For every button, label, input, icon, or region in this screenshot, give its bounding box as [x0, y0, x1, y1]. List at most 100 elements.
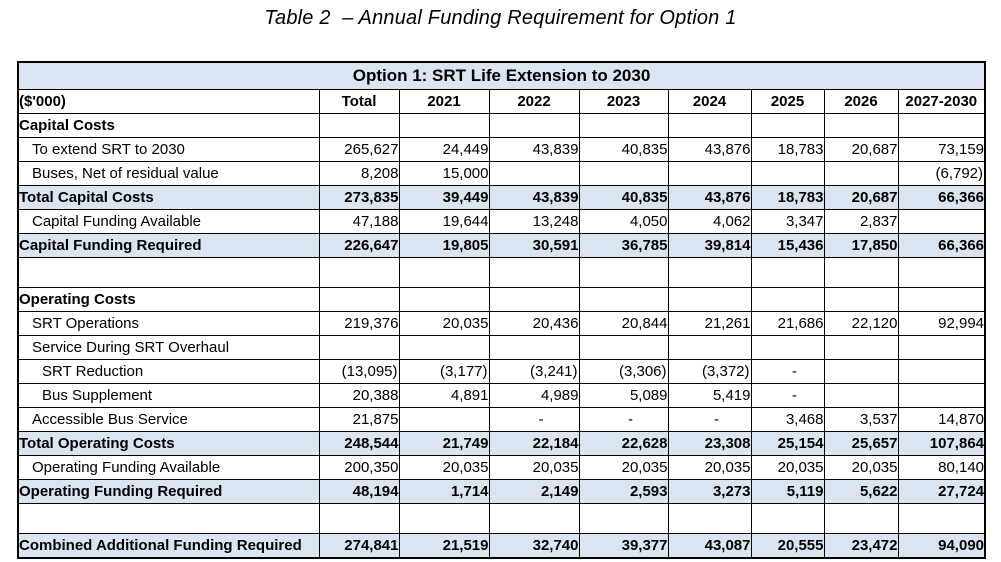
empty-value-cell — [823, 287, 899, 312]
empty-value-cell — [667, 503, 752, 534]
value-cell: 66,366 — [897, 185, 986, 210]
blank-row — [17, 257, 986, 288]
value-cell: 94,090 — [897, 533, 986, 559]
blank-label-cell — [17, 257, 320, 288]
table-row: Total Capital Costs 273,835 39,449 43,839 40… — [17, 185, 986, 210]
row-label: Accessible Bus Service — [17, 407, 320, 432]
value-cell: 24,449 — [398, 137, 490, 162]
value-cell: 40,835 — [578, 185, 669, 210]
value-cell: (3,241) — [488, 359, 580, 384]
value-cell: 23,472 — [823, 533, 899, 559]
value-cell: 20,436 — [488, 311, 580, 336]
table-row: SRT Operations 219,376 20,035 20,436 20,844 2… — [17, 311, 986, 336]
table-row: Operating Costs — [17, 287, 986, 312]
value-cell: 21,261 — [667, 311, 752, 336]
value-cell: 21,749 — [398, 431, 490, 456]
value-cell: 8,208 — [318, 161, 400, 186]
row-label: Capital Funding Available — [17, 209, 320, 234]
row-label: Combined Additional Funding Required — [17, 533, 320, 559]
empty-value-cell — [318, 257, 400, 288]
row-label: Capital Funding Required — [17, 233, 320, 258]
row-label: Capital Costs — [17, 113, 320, 138]
empty-value-cell — [318, 503, 400, 534]
empty-value-cell — [897, 287, 986, 312]
value-cell: 92,994 — [897, 311, 986, 336]
empty-value-cell — [823, 113, 899, 138]
value-cell: 25,154 — [750, 431, 825, 456]
empty-value-cell — [823, 383, 899, 408]
value-cell: 23,308 — [667, 431, 752, 456]
table-row: Capital Funding Available 47,188 19,644 13,… — [17, 209, 986, 234]
table-row: Accessible Bus Service 21,875- - -3,468 3,53… — [17, 407, 986, 432]
value-cell: 30,591 — [488, 233, 580, 258]
value-cell: (13,095) — [318, 359, 400, 384]
empty-value-cell — [750, 503, 825, 534]
value-cell: 226,647 — [318, 233, 400, 258]
value-cell: 20,035 — [667, 455, 752, 480]
row-label: Operating Funding Required — [17, 479, 320, 504]
value-cell: 25,657 — [823, 431, 899, 456]
empty-value-cell — [398, 503, 490, 534]
value-cell: 22,184 — [488, 431, 580, 456]
empty-value-cell — [750, 113, 825, 138]
empty-value-cell — [750, 287, 825, 312]
empty-value-cell — [488, 335, 580, 360]
row-label: Operating Costs — [17, 287, 320, 312]
empty-value-cell — [823, 503, 899, 534]
value-cell: 39,449 — [398, 185, 490, 210]
table-row: Bus Supplement 20,388 4,891 4,989 5,089 5,419… — [17, 383, 986, 408]
empty-value-cell — [488, 113, 580, 138]
value-cell: 5,119 — [750, 479, 825, 504]
value-cell: 36,785 — [578, 233, 669, 258]
value-cell: 13,248 — [488, 209, 580, 234]
empty-value-cell — [750, 161, 825, 186]
value-cell: 20,555 — [750, 533, 825, 559]
value-cell: 39,377 — [578, 533, 669, 559]
value-cell: - — [667, 407, 752, 432]
value-cell: 20,035 — [398, 455, 490, 480]
page-title: Table 2 – Annual Funding Requirement for… — [264, 7, 737, 29]
value-cell: 2,837 — [823, 209, 899, 234]
value-cell: 274,841 — [318, 533, 400, 559]
table-row: Operating Funding Required 48,194 1,714 2,1… — [17, 479, 986, 504]
value-cell: 43,839 — [488, 185, 580, 210]
empty-value-cell — [578, 287, 669, 312]
empty-value-cell — [398, 113, 490, 138]
empty-value-cell — [823, 359, 899, 384]
value-cell: (6,792) — [897, 161, 986, 186]
value-cell: 15,000 — [398, 161, 490, 186]
value-cell: - — [578, 407, 669, 432]
value-cell: 3,537 — [823, 407, 899, 432]
value-cell: 5,622 — [823, 479, 899, 504]
value-cell: 66,366 — [897, 233, 986, 258]
value-cell: 20,035 — [578, 455, 669, 480]
value-cell: 40,835 — [578, 137, 669, 162]
value-cell: - — [488, 407, 580, 432]
value-cell: 20,687 — [823, 185, 899, 210]
value-cell: 4,989 — [488, 383, 580, 408]
annual-funding-table: Option 1: SRT Life Extension to 2030 ($'0… — [17, 61, 987, 559]
value-cell: 3,468 — [750, 407, 825, 432]
value-cell: 39,814 — [667, 233, 752, 258]
empty-value-cell — [578, 161, 669, 186]
value-cell: 248,544 — [318, 431, 400, 456]
empty-value-cell — [318, 287, 400, 312]
value-cell: 32,740 — [488, 533, 580, 559]
value-cell: 2,149 — [488, 479, 580, 504]
value-cell: 21,519 — [398, 533, 490, 559]
column-header-2023: 2023 — [578, 89, 669, 114]
value-cell: 43,839 — [488, 137, 580, 162]
blank-row — [17, 503, 986, 534]
row-label: Bus Supplement — [17, 383, 320, 408]
value-cell: 20,035 — [398, 311, 490, 336]
value-cell: 18,783 — [750, 137, 825, 162]
value-cell: 1,714 — [398, 479, 490, 504]
value-cell: 3,347 — [750, 209, 825, 234]
row-label: Total Capital Costs — [17, 185, 320, 210]
empty-value-cell — [897, 335, 986, 360]
value-cell: 219,376 — [318, 311, 400, 336]
value-cell: 43,087 — [667, 533, 752, 559]
empty-value-cell — [398, 407, 490, 432]
empty-value-cell — [488, 257, 580, 288]
table-row: Operating Funding Available 200,350 20,035… — [17, 455, 986, 480]
